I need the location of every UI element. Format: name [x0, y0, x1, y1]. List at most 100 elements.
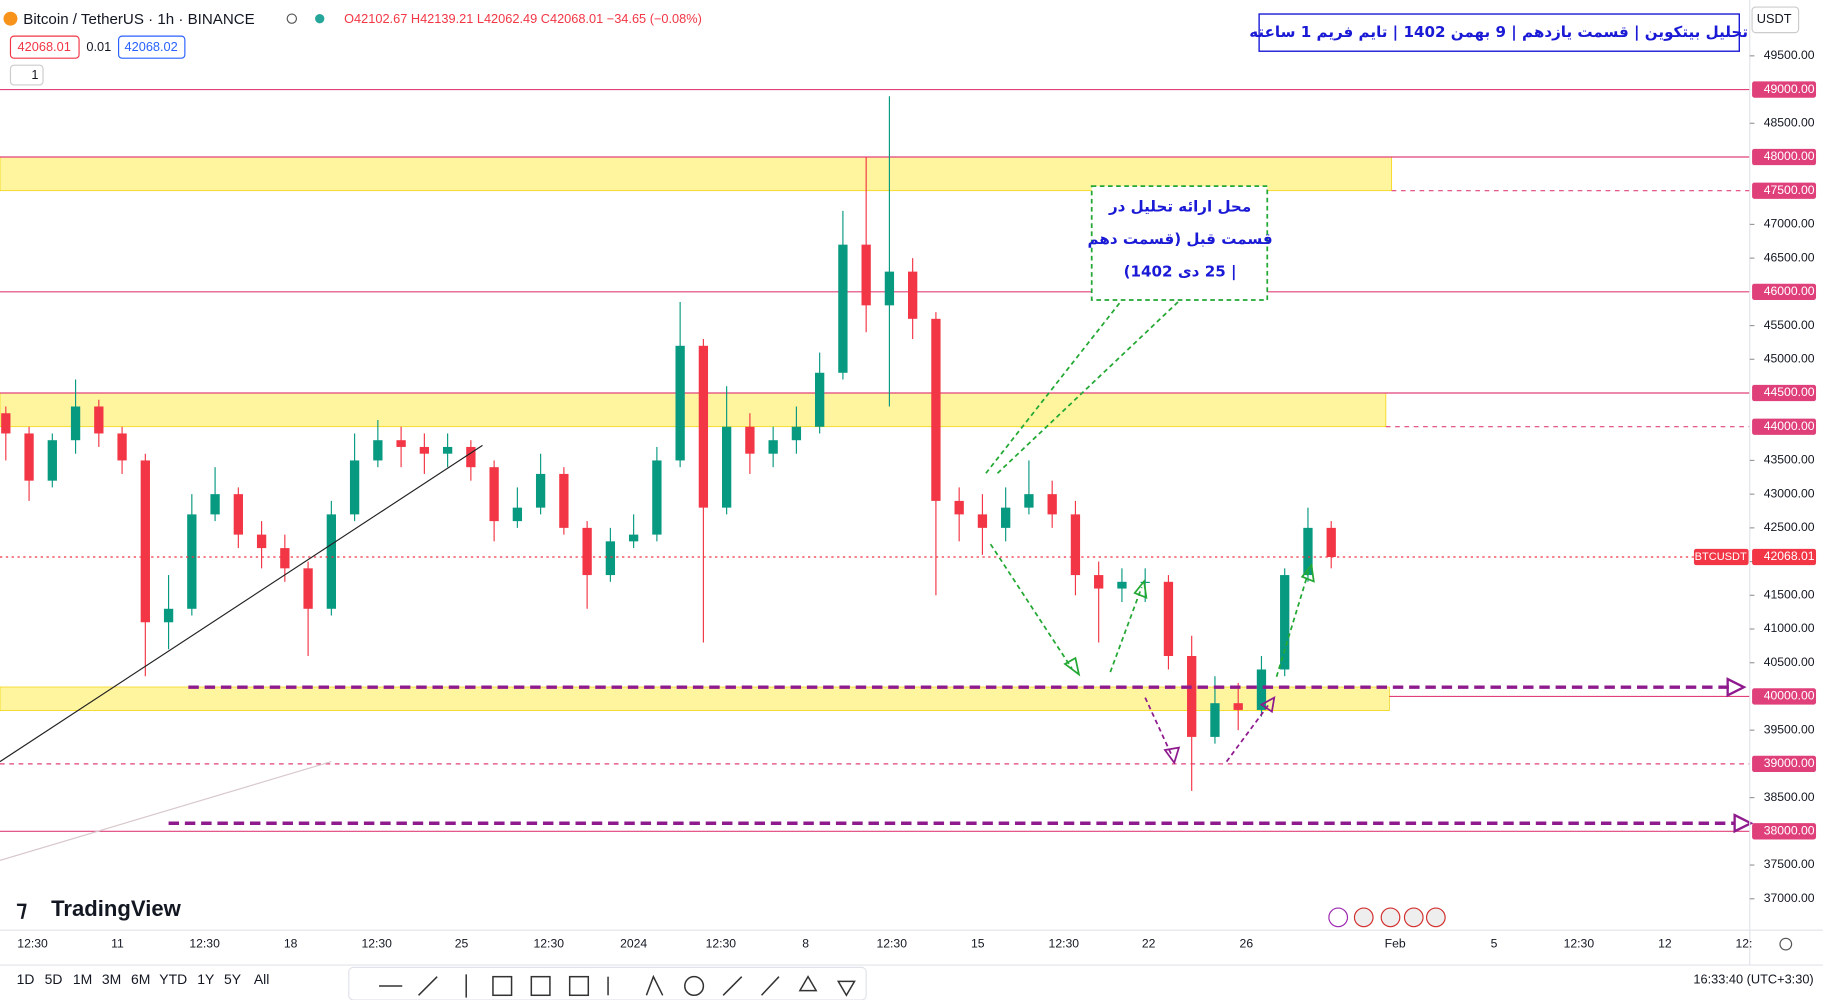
sell-button[interactable] [9, 35, 80, 59]
arrow-group [168, 685, 1735, 825]
range-button[interactable]: 1D [17, 971, 35, 987]
symbol-badge [1693, 548, 1749, 566]
x-tick-label: Feb [1385, 936, 1406, 950]
range-button[interactable]: 6M [131, 971, 150, 987]
currency-button[interactable] [1751, 6, 1800, 34]
candle-body [861, 244, 871, 306]
candle-body [1326, 527, 1336, 557]
level-label: 40000.00 [1764, 689, 1815, 703]
event-icon[interactable] [1380, 907, 1401, 928]
trend-line [0, 761, 332, 861]
x-tick-label: 22 [1142, 936, 1156, 950]
event-icon[interactable] [1403, 907, 1424, 928]
level-badge [1752, 148, 1817, 166]
zone [0, 156, 1393, 192]
tool-icon[interactable] [798, 975, 818, 992]
candle-body [140, 460, 150, 623]
tool-icon[interactable] [836, 980, 856, 997]
level-badge [1752, 384, 1817, 402]
x-tick-label: 12:30 [706, 936, 737, 950]
tool-icon[interactable] [492, 975, 513, 997]
y-tick-label: 37000.00 [1764, 891, 1815, 905]
candle-body [373, 440, 383, 461]
level-label: 44000.00 [1764, 419, 1815, 433]
candle-body [512, 507, 523, 522]
candle-body [1070, 514, 1081, 576]
tool-icon[interactable] [568, 975, 590, 997]
tool-icon[interactable] [684, 975, 705, 997]
level-label: 47500.00 [1764, 183, 1815, 197]
logo-mark: ⁊ [16, 896, 27, 921]
level-label: 49000.00 [1764, 82, 1815, 96]
candle-body [187, 514, 197, 609]
candle-body [1210, 703, 1220, 737]
tool-icon[interactable] [760, 976, 780, 996]
buy-price: 42068.02 [125, 39, 178, 54]
arrow-head [1726, 677, 1747, 698]
arrow-head [1733, 813, 1754, 834]
count-button[interactable] [9, 64, 44, 86]
candle-body [838, 244, 848, 373]
settings-icon[interactable] [1779, 937, 1793, 951]
range-button[interactable]: All [254, 971, 270, 987]
candle-body [582, 527, 592, 576]
tool-icon[interactable] [418, 976, 438, 996]
price-label: 42068.01 [1764, 549, 1815, 563]
level-label: 39000.00 [1764, 756, 1815, 770]
candle-body [1047, 494, 1057, 515]
candle-body [535, 473, 546, 508]
arrow [1275, 569, 1310, 677]
annotation-box [1090, 185, 1269, 301]
buy-button[interactable] [118, 35, 186, 59]
y-tick-label: 45500.00 [1764, 318, 1815, 332]
arrow [996, 299, 1181, 474]
candle-body [489, 467, 499, 522]
tool-icon[interactable] [530, 975, 551, 997]
candle-body [605, 541, 616, 576]
range-button[interactable]: YTD [159, 971, 187, 987]
arrow [985, 299, 1123, 474]
x-tick-label: 15 [971, 936, 985, 950]
candle-body [1024, 494, 1034, 508]
candle-body [1001, 507, 1011, 528]
event-icon[interactable] [1353, 907, 1374, 928]
candle-body [931, 318, 941, 501]
level-badge [1752, 283, 1817, 300]
candle-body [256, 534, 267, 549]
tool-icon[interactable] [645, 974, 664, 996]
range-button[interactable]: 5D [45, 971, 63, 987]
y-tick-label: 45000.00 [1764, 352, 1815, 366]
level-badge [1752, 755, 1817, 773]
arrow [989, 543, 1073, 670]
range-buttons: 1D 5D 1M 3M 6M YTD 1Y 5Y All [17, 971, 270, 987]
tool-icon[interactable] [722, 976, 743, 996]
currency: USDT [1757, 11, 1792, 26]
x-tick-label: 11 [111, 936, 124, 950]
range-button[interactable]: 5Y [224, 971, 241, 987]
level-badge [1752, 823, 1817, 840]
range-button[interactable]: 1Y [197, 971, 214, 987]
candle-body [163, 608, 174, 623]
event-icon[interactable] [1425, 907, 1446, 928]
plot-area [0, 88, 1750, 832]
range-button[interactable]: 1M [73, 971, 92, 987]
purple-arrows [1144, 697, 1271, 763]
y-tick-label: 42500.00 [1764, 520, 1815, 534]
candle-body [745, 426, 755, 454]
candle-body [1, 413, 11, 434]
range-button[interactable]: 3M [102, 971, 121, 987]
y-tick-label: 38500.00 [1764, 790, 1815, 804]
y-tick-label: 46500.00 [1764, 250, 1815, 264]
event-icon[interactable] [1328, 907, 1349, 928]
candle-body [117, 433, 127, 461]
y-tick-label: 48500.00 [1764, 115, 1815, 129]
candle-body [70, 406, 81, 441]
y-tick-label: 41000.00 [1764, 621, 1815, 635]
x-tick-label: 12:30 [17, 936, 48, 950]
ohlc: O42102.67 H42139.21 L42062.49 C42068.01 … [344, 11, 702, 26]
annotation-line: محل ارائه تحلیل در [1108, 198, 1251, 216]
candle-body [303, 568, 313, 609]
